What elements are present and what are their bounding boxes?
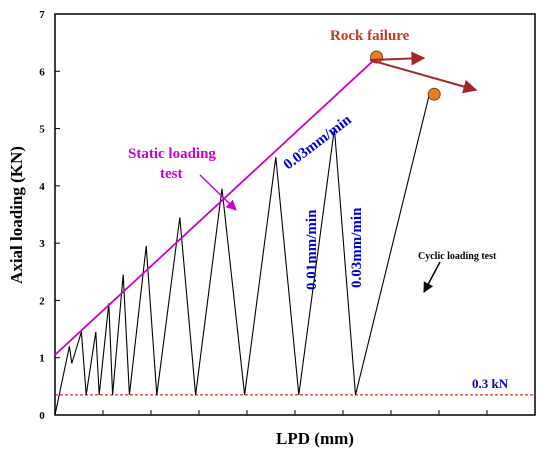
- y-tick-label: 1: [39, 353, 45, 365]
- x-axis-title: LPD (mm): [276, 429, 354, 448]
- rate-cyclic-a-label: 0.01mm/min: [304, 209, 320, 290]
- static-loading-label-line1: Static loading: [128, 146, 216, 162]
- y-tick-label: 2: [39, 295, 45, 307]
- y-axis-ticks: 0 1 2 3 4 5 6 7: [39, 9, 60, 422]
- y-tick-label: 4: [39, 181, 45, 193]
- y-axis-title: Axial loading (KN): [7, 146, 26, 284]
- static-loading-arrow: [199, 174, 237, 211]
- threshold-label: 0.3 kN: [472, 376, 509, 391]
- series-static-loading: [54, 59, 375, 356]
- static-loading-label-line2: test: [160, 166, 183, 182]
- rock-failure-label: Rock failure: [330, 28, 410, 44]
- y-tick-label: 7: [39, 9, 45, 21]
- series-cyclic-loading: [54, 94, 430, 416]
- y-tick-label: 0: [39, 410, 45, 422]
- x-axis-ticks: [102, 410, 536, 415]
- cyclic-loading-arrow: [423, 261, 441, 293]
- failure-point-cyclic: [427, 87, 441, 101]
- rock-failure-arrow-2: [369, 59, 478, 94]
- y-tick-label: 6: [39, 66, 45, 78]
- rock-failure-arrow-1: [369, 51, 426, 66]
- cyclic-loading-label: Cyclic loading test: [418, 251, 497, 262]
- y-tick-label: 5: [39, 124, 45, 136]
- rate-static-label: 0.03mm/min: [281, 112, 355, 174]
- y-tick-label: 3: [39, 238, 45, 250]
- rate-cyclic-b-label: 0.03mm/min: [349, 207, 365, 288]
